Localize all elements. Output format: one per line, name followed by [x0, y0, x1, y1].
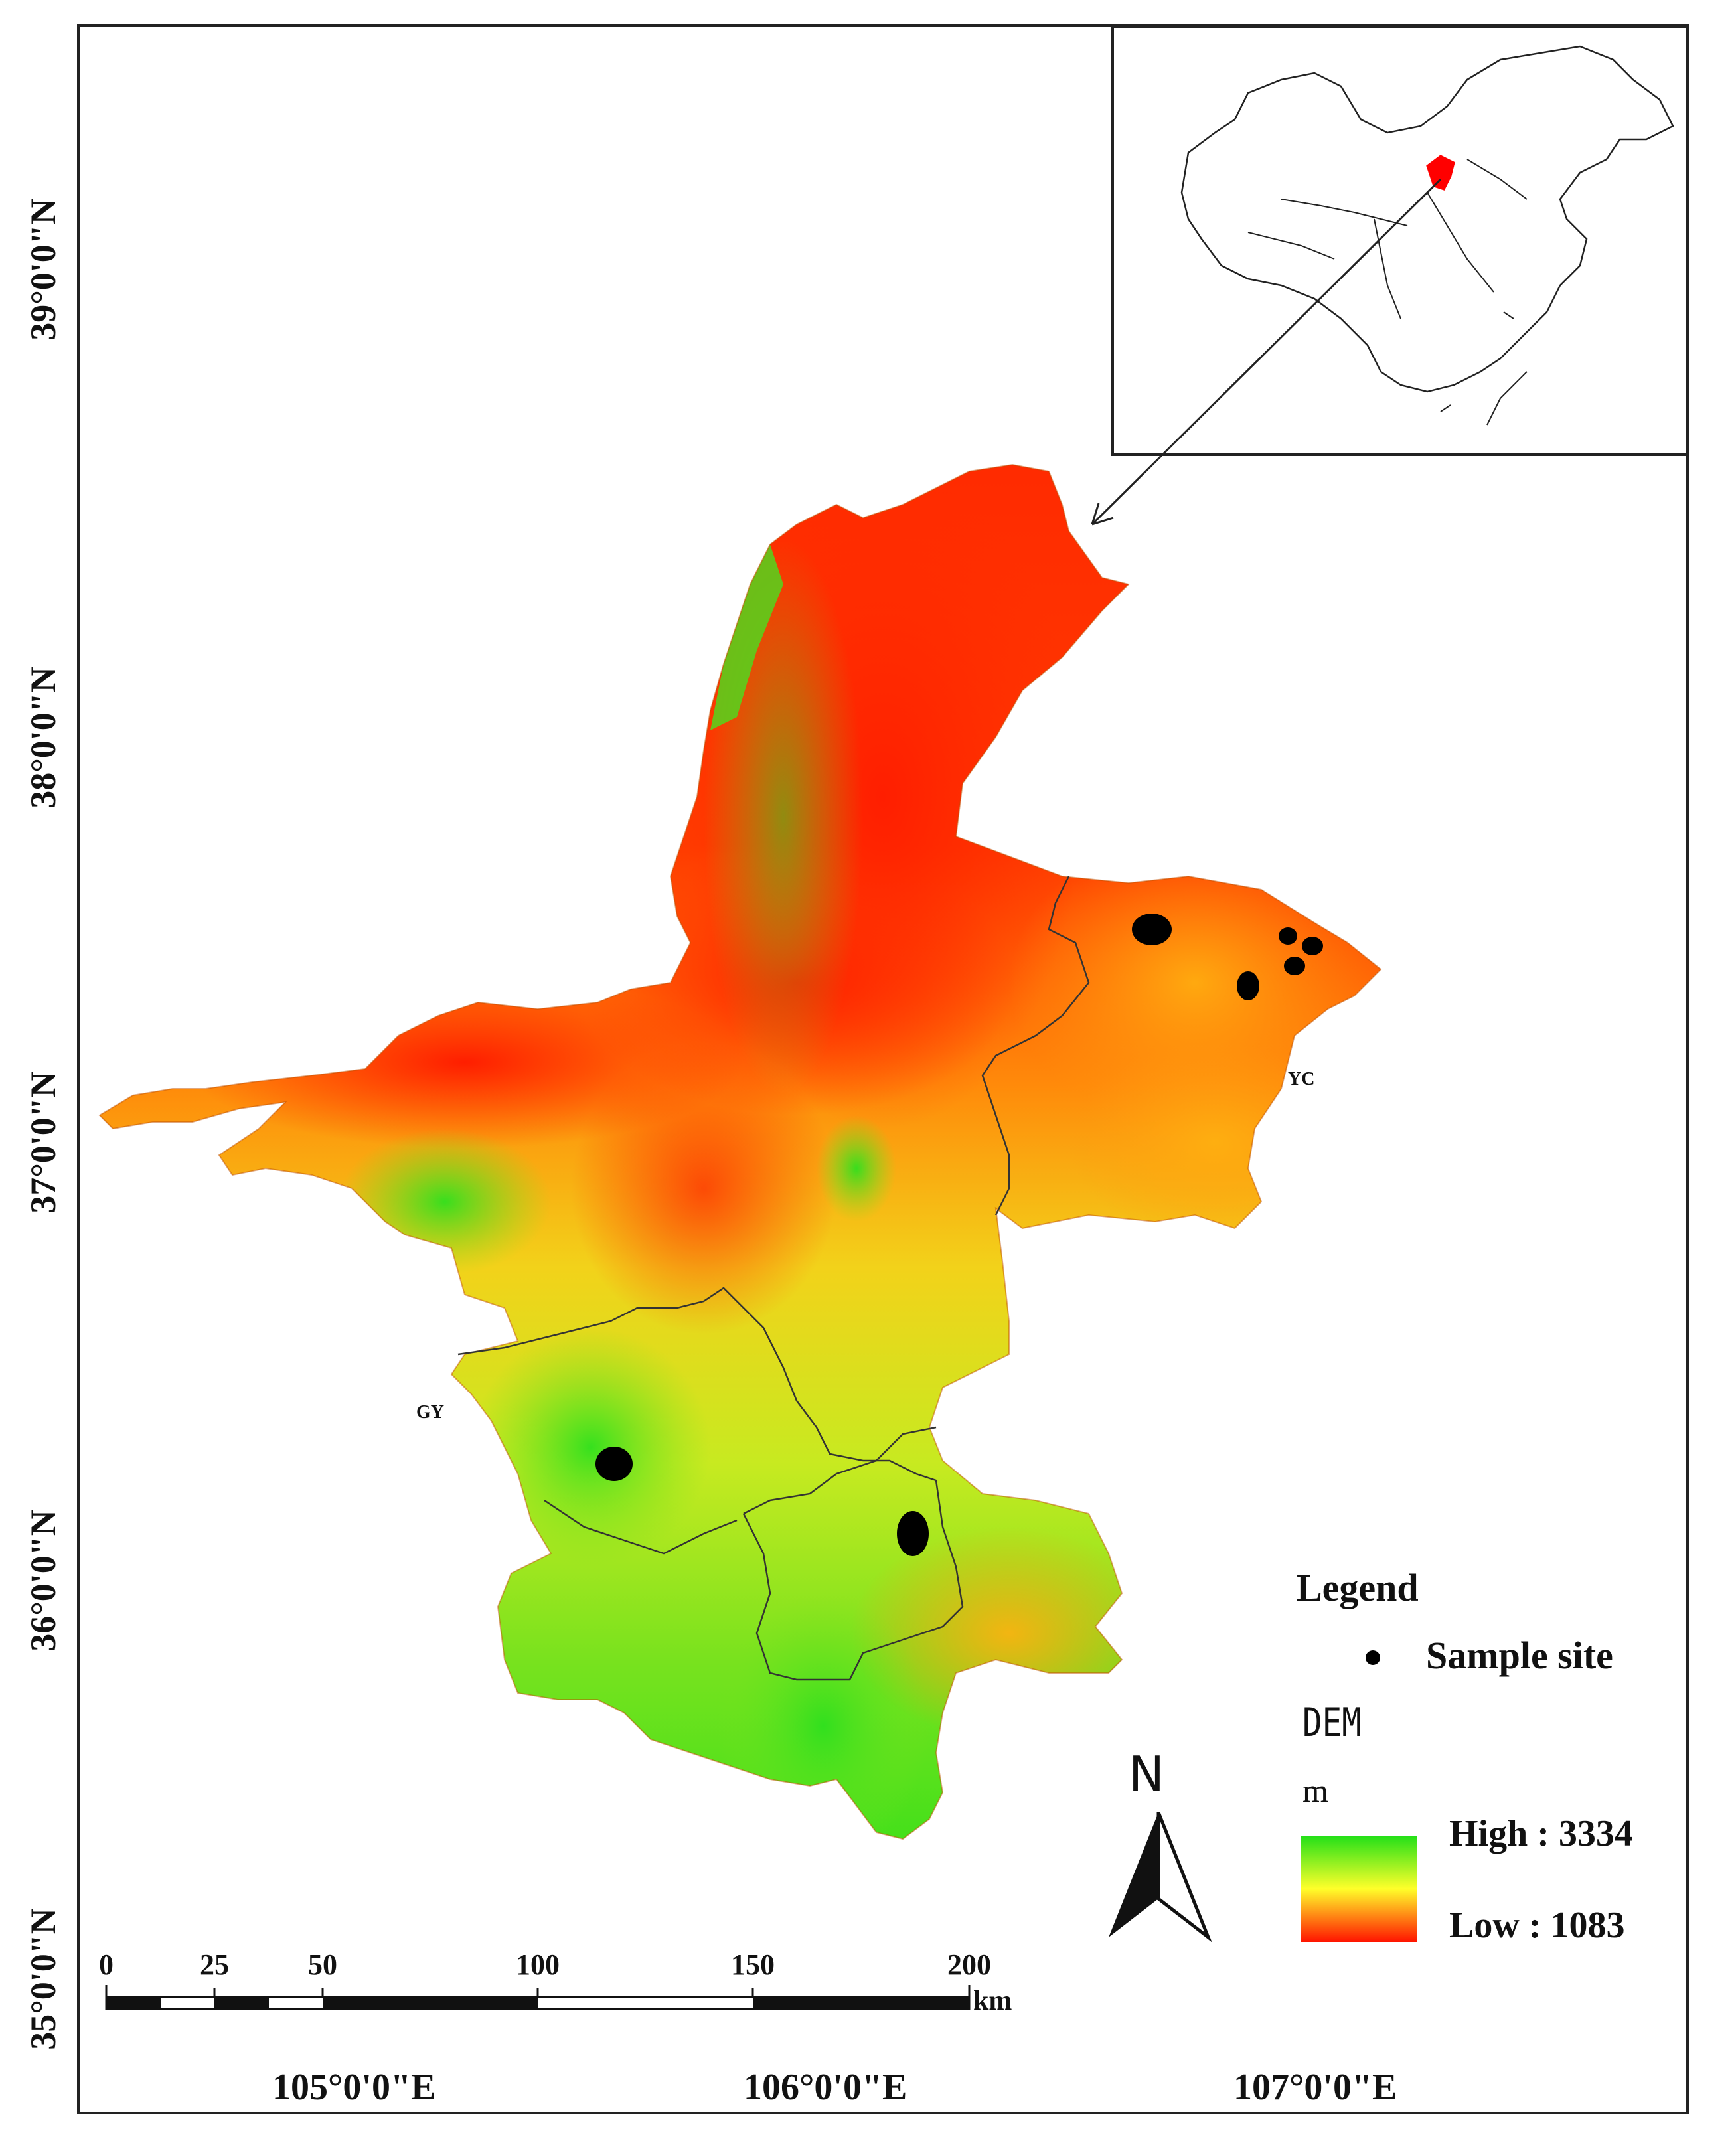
sample-site-legend-symbol	[1366, 1650, 1380, 1665]
leader-line	[1091, 178, 1442, 526]
scale-tick-25: 25	[200, 1949, 229, 1981]
inset-map	[1111, 25, 1689, 456]
latitude-label-39: 39°0'0"N	[23, 199, 63, 341]
latitude-label-37: 37°0'0"N	[23, 1072, 63, 1214]
region-label-gy: GY	[416, 1402, 444, 1423]
region-label-yc: YC	[1288, 1069, 1315, 1089]
legend-unit: m	[1302, 1772, 1328, 1809]
dem-color-ramp	[1301, 1836, 1417, 1942]
china-outline	[1180, 45, 1674, 393]
scale-tick-150: 150	[731, 1949, 775, 1981]
scale-tick-100: 100	[516, 1949, 560, 1981]
sample-site-marker	[897, 1511, 929, 1556]
latitude-label-36: 36°0'0"N	[23, 1510, 63, 1652]
longitude-label-105: 105°0'0"E	[272, 2067, 436, 2108]
longitude-label-107: 107°0'0"E	[1233, 2067, 1397, 2108]
north-arrow-icon	[1109, 1812, 1212, 1943]
dem-raster	[100, 465, 1381, 1839]
sample-site-marker	[1279, 927, 1297, 945]
latitude-label-38: 38°0'0"N	[23, 667, 63, 809]
sample-site-marker	[1284, 957, 1305, 975]
legend-dem-title: DEM	[1302, 1700, 1362, 1746]
east-south-boundary	[742, 1480, 964, 1681]
scale-bar	[105, 1985, 971, 2010]
mid-boundary	[743, 1426, 937, 1515]
scale-tick-0: 0	[99, 1949, 114, 1981]
sample-site-marker	[1237, 971, 1259, 1000]
legend-title: Legend	[1297, 1566, 1419, 1609]
sample-site-marker	[1132, 914, 1172, 945]
leader-arrowhead	[1091, 503, 1114, 526]
county-boundaries	[457, 876, 1090, 1681]
gy-boundary	[457, 1287, 937, 1482]
gy-south-boundary	[544, 1499, 738, 1555]
scale-tick-200: 200	[947, 1949, 991, 1981]
yc-boundary	[981, 876, 1090, 1216]
sample-site-marker	[595, 1447, 633, 1481]
latitude-label-35: 35°0'0"N	[23, 1908, 63, 2050]
sample-sites	[595, 914, 1323, 1556]
sample-site-marker	[1302, 937, 1323, 955]
legend-low-value: Low : 1083	[1449, 1905, 1625, 1946]
longitude-label-106: 106°0'0"E	[744, 2067, 907, 2108]
scale-unit: km	[973, 1986, 1012, 2016]
legend-sample-site-label: Sample site	[1426, 1634, 1613, 1677]
legend-high-value: High : 3334	[1449, 1813, 1633, 1854]
scale-tick-50: 50	[308, 1949, 337, 1981]
province-outline	[98, 463, 1382, 1840]
north-label: N	[1129, 1746, 1164, 1802]
